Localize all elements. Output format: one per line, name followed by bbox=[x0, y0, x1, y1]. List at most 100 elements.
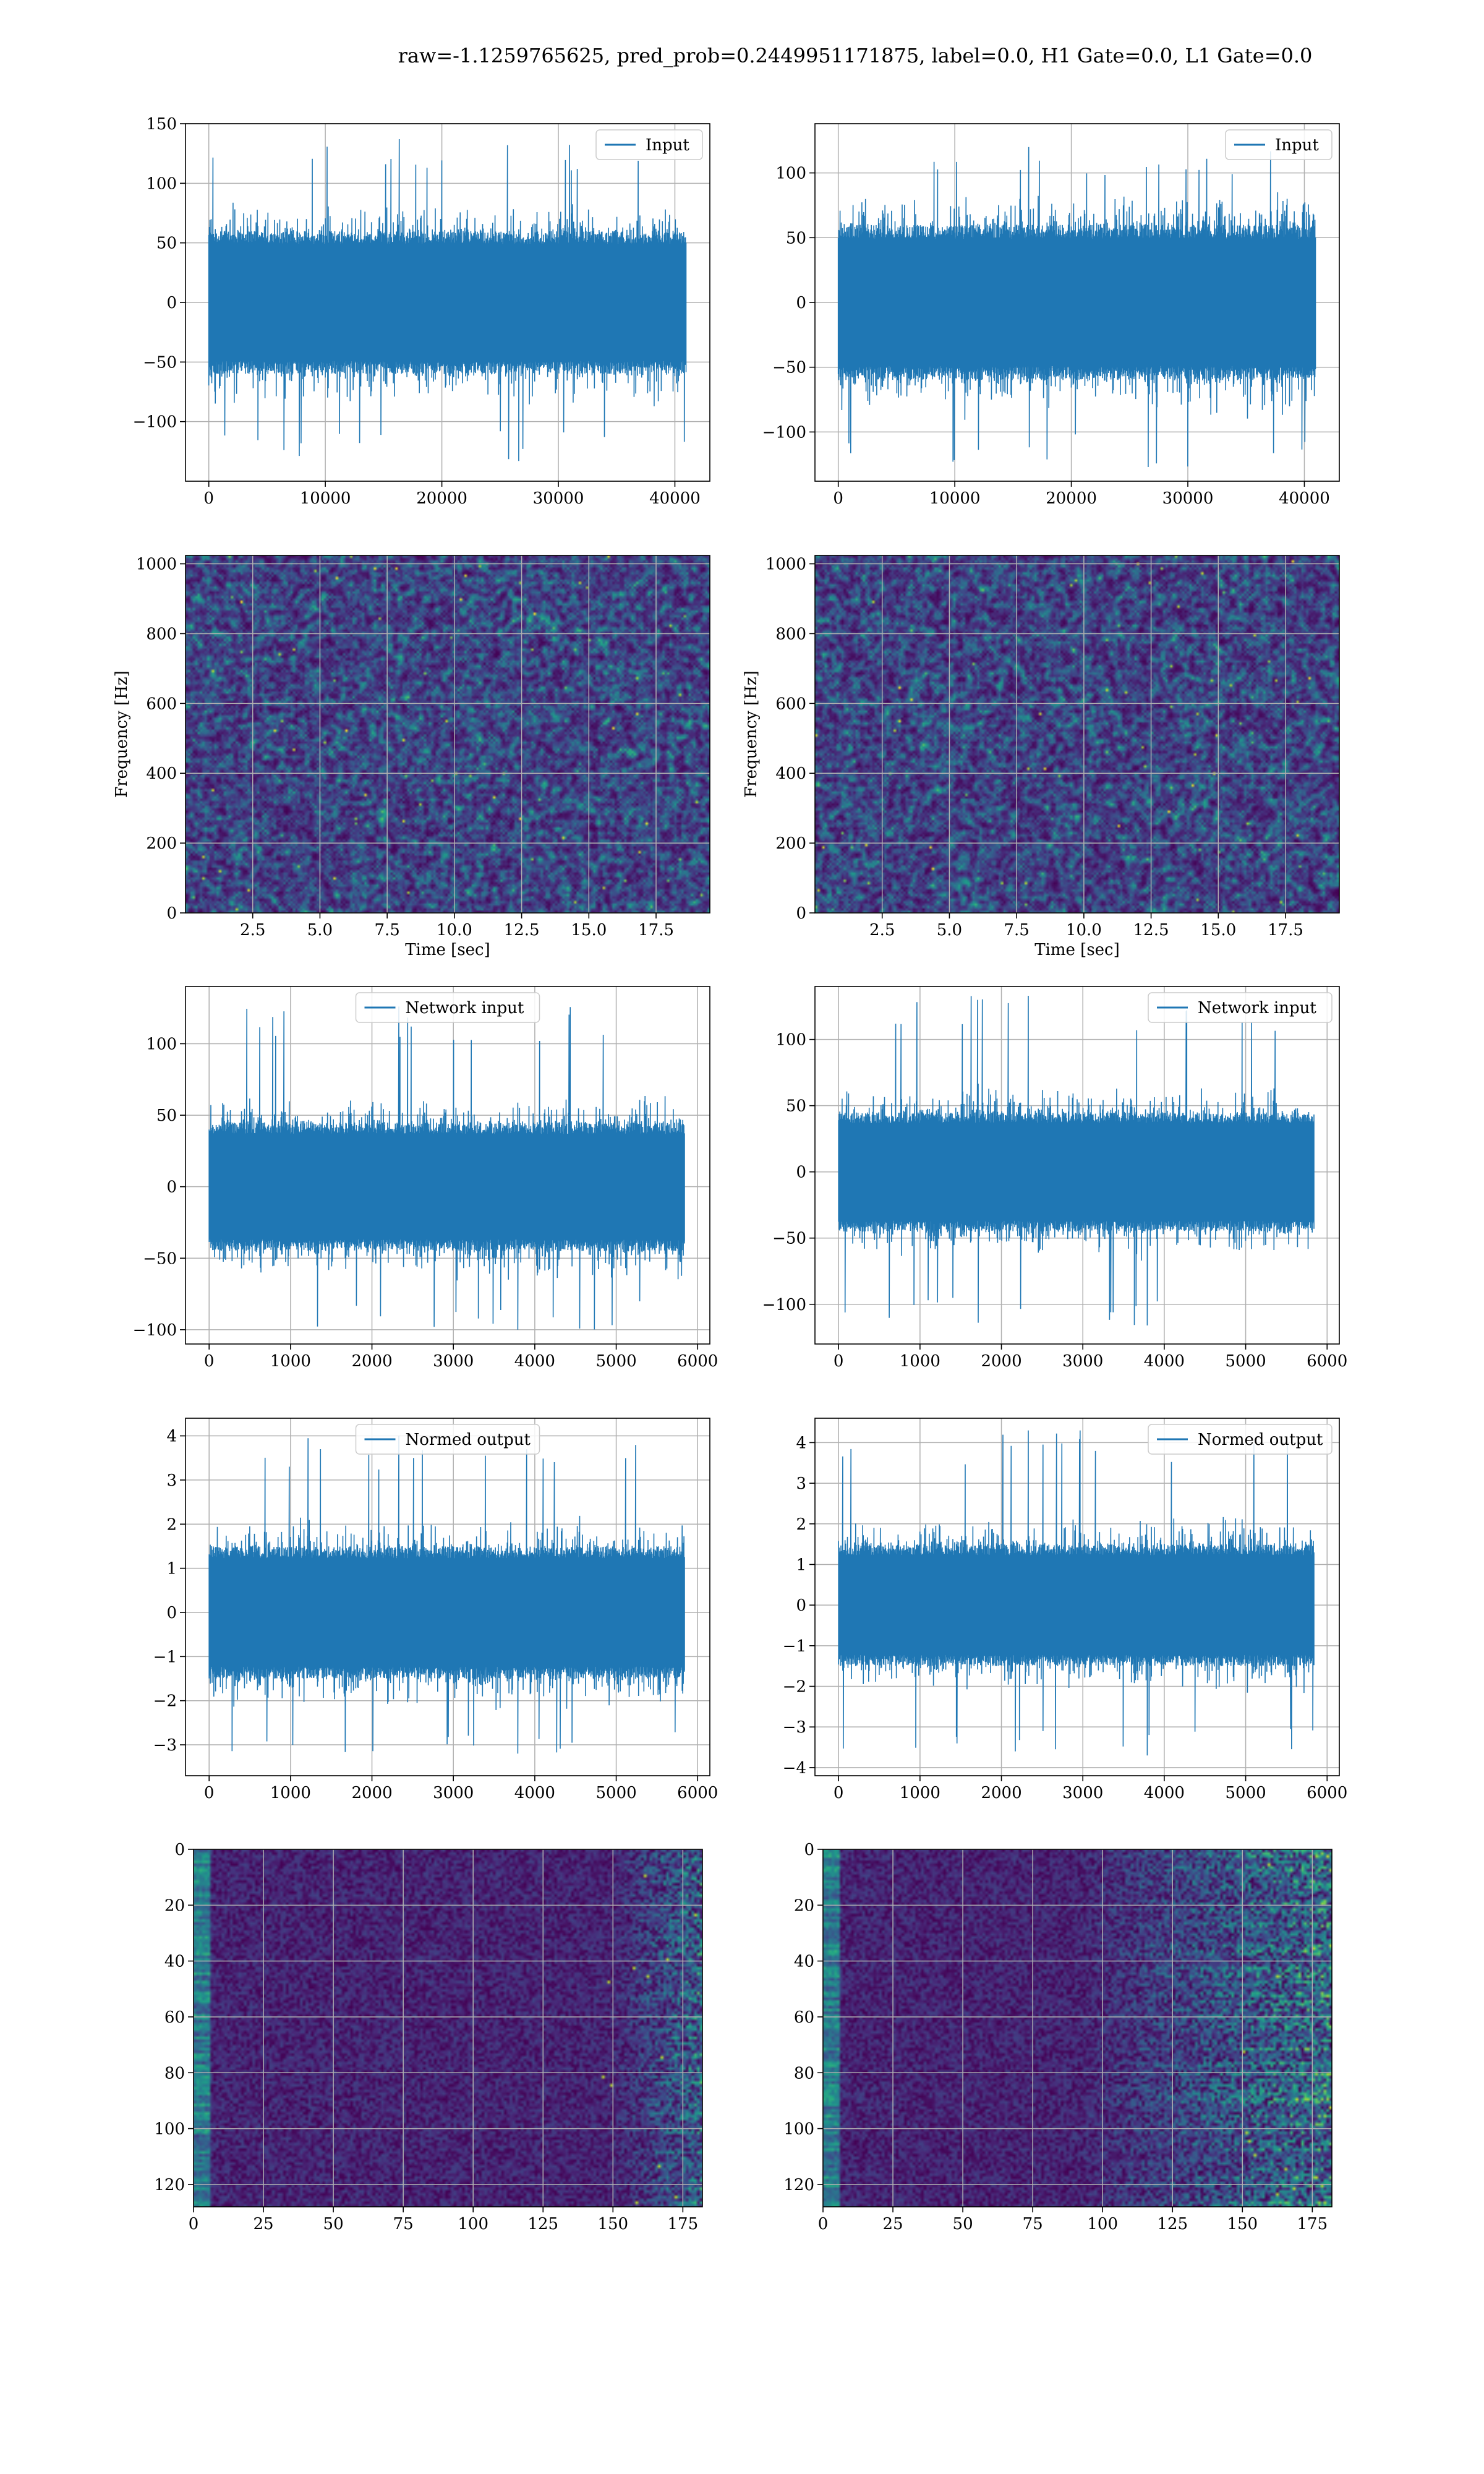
y-tick-label: 1000 bbox=[765, 555, 806, 574]
heatmap-image bbox=[194, 1849, 702, 2207]
legend: Network input bbox=[355, 992, 540, 1023]
subplot-spectrogram-h1: 2.5 5.0 7.5 10.0 12.5 15.0 17.5 0 200 400 600 800 10… bbox=[113, 555, 710, 959]
x-tick-label: 3000 bbox=[1062, 1784, 1103, 1802]
x-tick-label: 10.0 bbox=[1066, 921, 1102, 940]
y-tick-label: 60 bbox=[794, 2008, 814, 2027]
y-axis-label: Frequency [Hz] bbox=[742, 670, 761, 798]
y-tick-label: 400 bbox=[146, 764, 177, 783]
x-tick-label: 17.5 bbox=[1268, 921, 1303, 940]
y-tick-label: 2 bbox=[166, 1515, 177, 1534]
x-tick-label: 4000 bbox=[1144, 1784, 1185, 1802]
series-line bbox=[838, 995, 1315, 1326]
x-tick-label: 0 bbox=[834, 1784, 844, 1802]
y-tick-label: 1 bbox=[166, 1560, 177, 1578]
legend-label: Network input bbox=[406, 999, 524, 1017]
series-line bbox=[208, 1006, 685, 1330]
x-tick-label: 2000 bbox=[351, 1784, 392, 1802]
x-tick-label: 12.5 bbox=[504, 921, 540, 940]
y-tick-label: −50 bbox=[143, 353, 177, 372]
x-tick-label: 0 bbox=[203, 489, 214, 508]
y-tick-label: 80 bbox=[164, 2064, 185, 2082]
legend: Input bbox=[1225, 129, 1333, 160]
y-tick-label: 40 bbox=[164, 1953, 185, 1971]
heatmap-image bbox=[186, 555, 710, 913]
x-axis-label: Time [sec] bbox=[1034, 941, 1120, 959]
x-tick-label: 100 bbox=[1087, 2215, 1118, 2233]
x-tick-label: 7.5 bbox=[1004, 921, 1029, 940]
legend-frame bbox=[1148, 1424, 1333, 1455]
legend-frame bbox=[355, 1424, 540, 1455]
y-tick-label: 0 bbox=[796, 904, 806, 923]
y-tick-label: 1 bbox=[796, 1556, 806, 1574]
y-tick-label: 800 bbox=[775, 625, 806, 643]
y-tick-label: 0 bbox=[804, 1841, 814, 1859]
y-tick-label: 0 bbox=[174, 1841, 185, 1859]
legend-frame bbox=[1148, 992, 1333, 1023]
legend-frame bbox=[355, 992, 540, 1023]
y-tick-label: 3 bbox=[796, 1475, 806, 1493]
x-tick-label: 2.5 bbox=[240, 921, 265, 940]
y-tick-label: −1 bbox=[153, 1648, 177, 1666]
x-tick-label: 5000 bbox=[1225, 1784, 1266, 1802]
x-tick-label: 1000 bbox=[270, 1784, 311, 1802]
x-tick-label: 5000 bbox=[595, 1784, 636, 1802]
x-tick-label: 2.5 bbox=[869, 921, 895, 940]
y-tick-label: 600 bbox=[146, 695, 177, 713]
y-tick-label: −50 bbox=[772, 1230, 806, 1248]
y-tick-label: 600 bbox=[775, 695, 806, 713]
legend-label: Normed output bbox=[406, 1431, 531, 1449]
x-tick-label: 6000 bbox=[677, 1784, 718, 1802]
y-tick-label: 100 bbox=[154, 2120, 185, 2139]
series-line bbox=[208, 139, 687, 461]
x-tick-label: 3000 bbox=[433, 1784, 474, 1802]
y-tick-label: 50 bbox=[156, 1106, 177, 1125]
legend: Normed output bbox=[1148, 1424, 1333, 1455]
x-tick-label: 150 bbox=[1227, 2215, 1258, 2233]
y-tick-label: 20 bbox=[794, 1896, 814, 1915]
y-tick-label: 50 bbox=[786, 229, 806, 247]
x-tick-label: 125 bbox=[1157, 2215, 1188, 2233]
y-tick-label: 100 bbox=[775, 1031, 806, 1050]
x-axis-label: Time [sec] bbox=[405, 941, 490, 959]
y-tick-label: 50 bbox=[786, 1097, 806, 1116]
legend: Input bbox=[595, 129, 703, 160]
axes-frame bbox=[814, 986, 1340, 1345]
legend-label: Input bbox=[646, 136, 689, 155]
axes-frame bbox=[822, 1849, 1333, 2207]
x-tick-label: 40000 bbox=[1279, 489, 1330, 508]
subplot-feature-map-h1: 0 25 50 75 100 125 150 175 0 20 40 60 80 100 120 bbox=[154, 1841, 703, 2233]
x-tick-label: 0 bbox=[833, 489, 843, 508]
y-tick-label: 200 bbox=[775, 834, 806, 853]
subplot-input-l1: Input 0 10000 20000 30000 40000 −100 −50 0 50 100 bbox=[762, 123, 1340, 508]
y-tick-label: 1000 bbox=[136, 555, 177, 574]
series-line bbox=[208, 1436, 685, 1754]
y-tick-label: 800 bbox=[146, 625, 177, 643]
series-line bbox=[837, 147, 1316, 468]
x-tick-label: 2000 bbox=[351, 1352, 392, 1371]
y-tick-label: 0 bbox=[166, 294, 177, 312]
y-tick-label: −2 bbox=[153, 1692, 177, 1711]
y-tick-label: 20 bbox=[164, 1896, 185, 1915]
y-tick-label: 0 bbox=[166, 904, 177, 923]
y-tick-label: −4 bbox=[783, 1759, 806, 1778]
axes-frame bbox=[814, 555, 1340, 914]
x-tick-label: 5.0 bbox=[937, 921, 962, 940]
x-tick-label: 25 bbox=[254, 2215, 274, 2233]
x-tick-label: 15.0 bbox=[1200, 921, 1236, 940]
x-tick-label: 50 bbox=[323, 2215, 344, 2233]
y-tick-label: −1 bbox=[783, 1637, 806, 1656]
x-tick-label: 5.0 bbox=[307, 921, 333, 940]
x-tick-label: 30000 bbox=[1162, 489, 1214, 508]
y-tick-label: 120 bbox=[154, 2176, 185, 2194]
series-line bbox=[838, 1430, 1315, 1756]
x-tick-label: 75 bbox=[1023, 2215, 1043, 2233]
y-axis-label: Frequency [Hz] bbox=[113, 670, 131, 798]
x-tick-label: 0 bbox=[204, 1784, 215, 1802]
legend: Normed output bbox=[355, 1424, 540, 1455]
x-tick-label: 150 bbox=[597, 2215, 628, 2233]
figure-suptitle: raw=-1.1259765625, pred_prob=0.244995117… bbox=[398, 44, 1313, 67]
x-tick-label: 1000 bbox=[900, 1784, 940, 1802]
axes-frame bbox=[185, 986, 710, 1345]
